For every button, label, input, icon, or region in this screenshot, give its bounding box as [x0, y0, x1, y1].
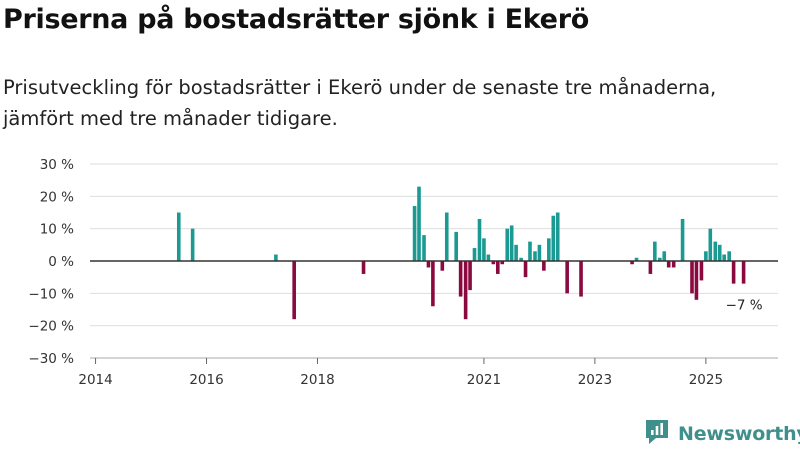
bar — [565, 261, 569, 294]
bar — [666, 261, 671, 268]
x-tick-label: 2023 — [578, 372, 612, 388]
bar — [671, 261, 676, 268]
bar — [717, 244, 722, 261]
bar — [694, 261, 699, 300]
bar — [533, 251, 537, 261]
bar — [444, 212, 449, 261]
y-tick-label: −20 % — [28, 319, 74, 335]
brand-logo[interactable]: Newsworthy — [644, 419, 800, 449]
y-tick-label: 0 % — [48, 254, 74, 270]
bar — [468, 261, 472, 291]
bar — [722, 254, 726, 261]
y-tick-label: 30 % — [40, 157, 74, 173]
bar — [486, 254, 491, 261]
y-tick-label: −10 % — [28, 286, 74, 302]
bar — [680, 218, 685, 261]
bar — [537, 244, 542, 261]
bar — [496, 261, 500, 274]
bar — [731, 261, 736, 284]
bar — [463, 261, 468, 320]
bar — [551, 215, 556, 261]
bar — [690, 261, 694, 294]
bar — [699, 261, 704, 281]
bar — [523, 261, 528, 278]
bar — [704, 251, 708, 261]
bar — [482, 238, 486, 261]
bar — [422, 235, 426, 261]
chart-title: Priserna på bostadsrätter sjönk i Ekerö — [3, 4, 589, 35]
y-tick-label: −30 % — [28, 351, 74, 367]
bar — [440, 261, 445, 271]
x-tick-label: 2014 — [78, 372, 112, 388]
bar — [412, 206, 417, 261]
bar — [417, 186, 421, 261]
bar — [458, 261, 463, 297]
bar — [477, 218, 482, 261]
bar — [662, 251, 667, 261]
bar — [630, 261, 634, 265]
bar — [500, 261, 505, 265]
bar — [426, 261, 431, 268]
bar — [653, 241, 657, 261]
bar — [658, 257, 662, 261]
bar — [519, 257, 523, 261]
y-tick-label: 10 % — [40, 222, 74, 238]
brand-name: Newsworthy — [678, 423, 800, 445]
chart-subtitle: Prisutveckling för bostadsrätter i Ekerö… — [3, 76, 717, 130]
x-tick-label: 2018 — [300, 372, 334, 388]
bar — [431, 261, 435, 307]
bar — [634, 257, 639, 261]
bar — [648, 261, 653, 274]
bar — [176, 212, 181, 261]
bar — [292, 261, 296, 320]
x-tick-label: 2021 — [467, 372, 501, 388]
bar — [491, 261, 496, 265]
bar — [528, 241, 532, 261]
bar — [579, 261, 583, 297]
y-tick-label: 20 % — [40, 189, 74, 205]
last-value-annotation: −7 % — [726, 298, 763, 314]
bar — [514, 244, 518, 261]
bar — [472, 248, 477, 261]
bar — [190, 228, 195, 261]
bar — [708, 228, 713, 261]
bar — [505, 228, 510, 261]
bar — [555, 212, 560, 261]
x-tick-label: 2025 — [689, 372, 723, 388]
bar — [542, 261, 546, 271]
bar — [274, 254, 278, 261]
bar — [454, 231, 458, 261]
bar — [509, 225, 514, 261]
bar-chart: 30 %20 %10 %0 %−10 %−20 %−30 % 2014 2016 2… — [28, 157, 778, 388]
bar — [361, 261, 366, 274]
bar — [741, 261, 746, 284]
bars — [176, 186, 746, 320]
x-tick-label: 2016 — [189, 372, 223, 388]
bar — [713, 241, 718, 261]
x-axis-ticks: 2014 2016 2018 2021 2023 2025 — [78, 358, 723, 388]
newsworthy-logo-icon — [644, 418, 670, 450]
bar — [727, 251, 731, 261]
y-axis-ticks: 30 % 20 % 10 % 0 % −10 % −20 % −30 % — [28, 157, 74, 367]
bar — [547, 238, 551, 261]
